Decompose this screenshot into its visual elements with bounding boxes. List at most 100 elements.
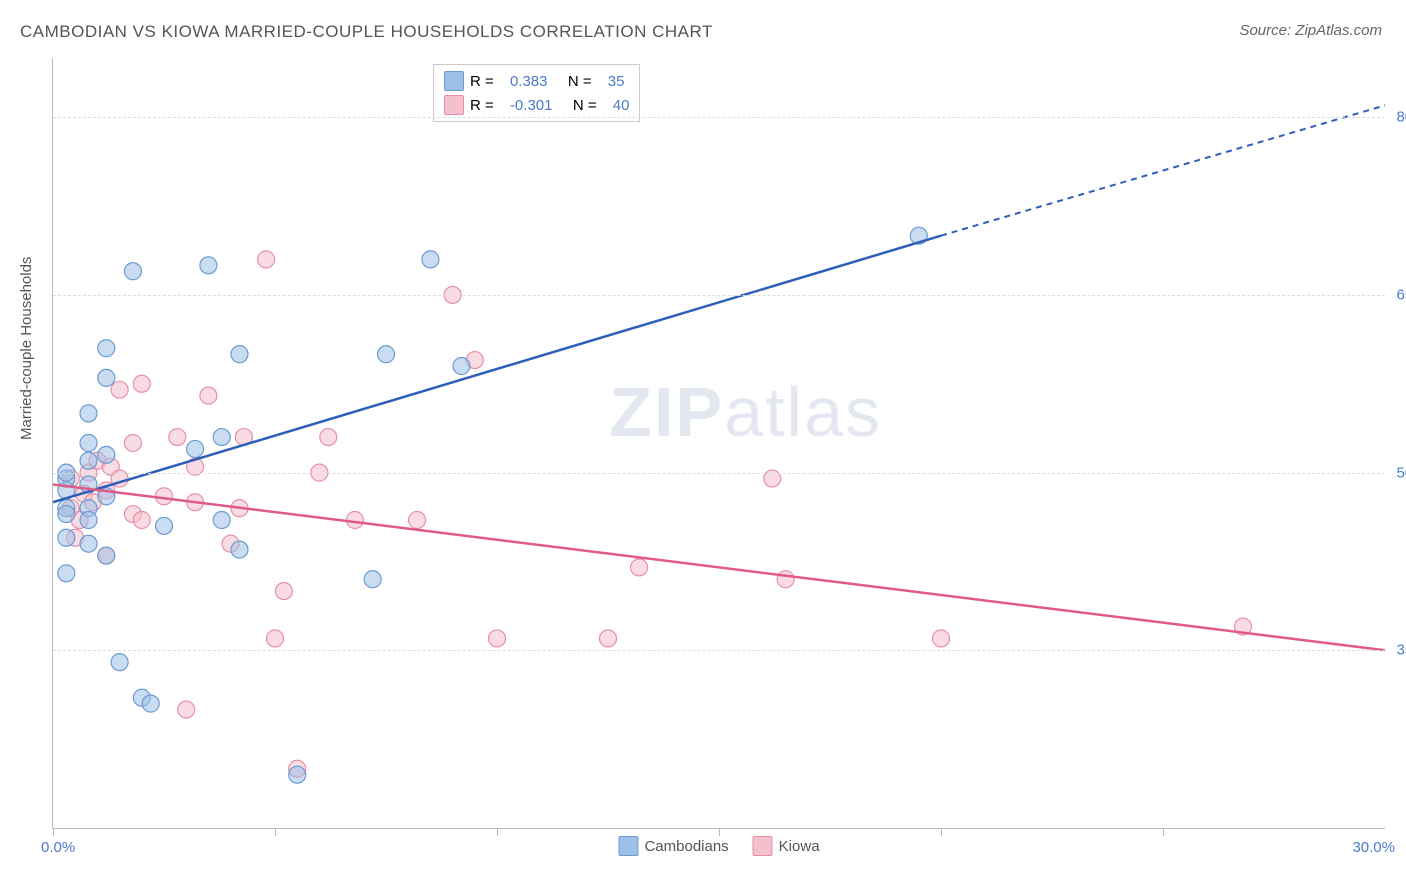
data-point <box>910 227 927 244</box>
data-point <box>111 654 128 671</box>
regression-line <box>53 484 1385 650</box>
legend-row-kiowa: R = -0.301 N = 40 <box>444 93 629 117</box>
data-point <box>80 512 97 529</box>
data-point <box>76 485 93 502</box>
legend-item-cambodians: Cambodians <box>618 836 728 856</box>
plot-area: ZIPatlas R = 0.383 N = 35 R = -0.301 N =… <box>52 58 1385 829</box>
x-tick <box>53 828 54 836</box>
swatch-kiowa-icon <box>753 836 773 856</box>
data-point <box>378 346 395 363</box>
regression-line-extrapolated <box>941 105 1385 235</box>
data-point <box>80 535 97 552</box>
data-point <box>124 506 141 523</box>
data-point <box>98 482 115 499</box>
data-point <box>80 500 97 517</box>
grid-line <box>53 473 1385 474</box>
data-point <box>62 500 79 517</box>
x-tick <box>719 828 720 836</box>
data-point <box>178 701 195 718</box>
data-point <box>258 251 275 268</box>
data-point <box>1234 618 1251 635</box>
x-tick <box>1163 828 1164 836</box>
data-point <box>289 766 306 783</box>
data-point <box>200 257 217 274</box>
y-tick-label: 35.0% <box>1396 642 1406 659</box>
data-point <box>453 358 470 375</box>
y-axis-label: Married-couple Households <box>18 257 35 440</box>
data-point <box>409 512 426 529</box>
data-point <box>133 689 150 706</box>
r-value-cambodians: 0.383 <box>510 73 548 90</box>
swatch-cambodians <box>444 71 464 91</box>
data-point <box>142 695 159 712</box>
data-point <box>422 251 439 268</box>
data-point <box>84 494 101 511</box>
data-point <box>58 500 75 517</box>
data-point <box>111 381 128 398</box>
data-point <box>58 529 75 546</box>
data-point <box>466 352 483 369</box>
data-point <box>98 446 115 463</box>
data-point <box>231 500 248 517</box>
data-point <box>71 512 88 529</box>
data-point <box>600 630 617 647</box>
chart-title: CAMBODIAN VS KIOWA MARRIED-COUPLE HOUSEH… <box>20 22 713 42</box>
y-tick-label: 50.0% <box>1396 464 1406 481</box>
data-point <box>187 494 204 511</box>
data-point <box>58 565 75 582</box>
watermark: ZIPatlas <box>609 372 882 452</box>
data-point <box>80 452 97 469</box>
swatch-kiowa <box>444 95 464 115</box>
data-point <box>200 387 217 404</box>
data-point <box>222 535 239 552</box>
data-point <box>231 541 248 558</box>
data-point <box>133 512 150 529</box>
legend-row-cambodians: R = 0.383 N = 35 <box>444 69 629 93</box>
data-point <box>933 630 950 647</box>
data-point <box>267 630 284 647</box>
data-point <box>98 488 115 505</box>
grid-line <box>53 650 1385 651</box>
x-tick <box>497 828 498 836</box>
chart-container: CAMBODIAN VS KIOWA MARRIED-COUPLE HOUSEH… <box>0 0 1406 892</box>
data-point <box>346 512 363 529</box>
data-point <box>133 375 150 392</box>
data-point <box>289 760 306 777</box>
x-axis-max-label: 30.0% <box>1352 839 1395 856</box>
data-point <box>489 630 506 647</box>
grid-line <box>53 295 1385 296</box>
y-tick-label: 65.0% <box>1396 286 1406 303</box>
data-point <box>231 346 248 363</box>
data-point <box>80 405 97 422</box>
data-point <box>124 435 141 452</box>
data-point <box>169 429 186 446</box>
data-point <box>777 571 794 588</box>
data-point <box>98 369 115 386</box>
data-point <box>364 571 381 588</box>
data-point <box>275 583 292 600</box>
x-axis-min-label: 0.0% <box>41 839 75 856</box>
source-label: Source: ZipAtlas.com <box>1239 22 1382 39</box>
data-point <box>89 452 106 469</box>
data-point <box>156 488 173 505</box>
data-point <box>58 506 75 523</box>
regression-line <box>53 236 941 503</box>
data-point <box>58 482 75 499</box>
chart-svg <box>53 58 1385 828</box>
data-point <box>213 429 230 446</box>
data-point <box>124 263 141 280</box>
data-point <box>67 529 84 546</box>
swatch-cambodians-icon <box>618 836 638 856</box>
data-point <box>235 429 252 446</box>
x-tick <box>275 828 276 836</box>
data-point <box>187 440 204 457</box>
legend-correlation: R = 0.383 N = 35 R = -0.301 N = 40 <box>433 64 640 122</box>
legend-item-kiowa: Kiowa <box>753 836 820 856</box>
grid-line <box>53 117 1385 118</box>
data-point <box>320 429 337 446</box>
legend-series: Cambodians Kiowa <box>618 836 819 856</box>
data-point <box>156 517 173 534</box>
data-point <box>98 340 115 357</box>
r-value-kiowa: -0.301 <box>510 97 553 114</box>
n-value-cambodians: 35 <box>608 73 625 90</box>
